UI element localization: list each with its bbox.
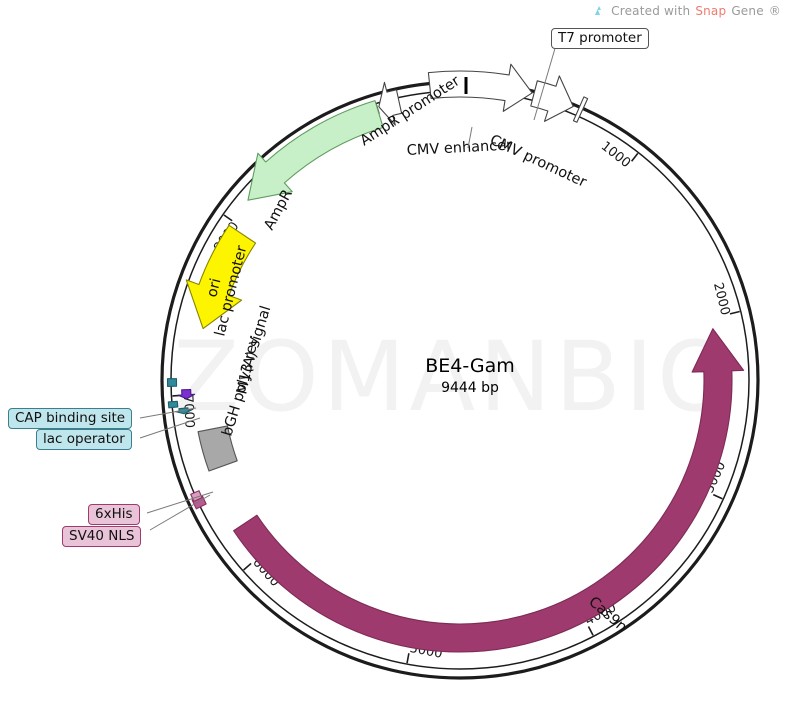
feature-ori[interactable] [185, 224, 257, 330]
label-cmv-enhancer: CMV enhancer [406, 137, 512, 158]
leader-lac-operator [139, 417, 201, 439]
leader-sv40-nls [149, 494, 211, 531]
tick-mark-1000 [630, 152, 639, 162]
snapgene-brand-snap: Snap [695, 4, 727, 18]
snapgene-logo-icon [595, 6, 602, 15]
snapgene-created-text: Created with [611, 4, 691, 18]
leader-cmv-enhancer [467, 126, 473, 149]
callout-t7-promoter[interactable]: T7 promoter [551, 28, 649, 49]
feature-lac-promoter[interactable] [177, 388, 196, 400]
background-watermark-text: ZOMANBIO [173, 321, 736, 433]
tick-label-2000: 2000 [710, 281, 732, 317]
snapgene-registered-mark: ® [768, 4, 781, 18]
feature-ampr[interactable] [247, 100, 384, 201]
feature-t7-promoter[interactable] [572, 96, 589, 123]
callout-lac-operator[interactable]: lac operator [36, 429, 132, 450]
feature-cmv-promoter[interactable] [530, 75, 574, 122]
page-title: BE4-Gam [425, 355, 515, 377]
leader-t7-promoter [533, 44, 557, 121]
callout-sv40-nls[interactable]: SV40 NLS [62, 526, 142, 547]
callout-leader-lines [139, 44, 557, 531]
snapgene-watermark: Created with Snap Gene ® [592, 4, 781, 18]
callout-cap-binding-site[interactable]: CAP binding site [8, 408, 133, 429]
feature-shapes [166, 63, 745, 653]
feature-cas9n[interactable] [233, 328, 745, 653]
leader-cap-binding-site [139, 407, 197, 419]
tick-mark-2000 [729, 310, 740, 315]
feature-cap-binding-site[interactable] [166, 378, 178, 387]
feature-bgh-polya[interactable] [197, 425, 238, 472]
label-cmv-promoter: CMV promoter [487, 132, 588, 191]
tick-mark-8000 [223, 214, 233, 222]
plasmid-size-label: 9444 bp [441, 380, 499, 396]
tick-mark-3000 [712, 493, 723, 500]
feature-cmv-enhancer[interactable] [427, 63, 533, 112]
callout-6xhis[interactable]: 6xHis [88, 504, 140, 525]
leader-6xhis [146, 491, 214, 514]
tick-mark-5000 [406, 653, 410, 664]
feature-ampr-promoter[interactable] [378, 81, 403, 126]
label-ori: ori [204, 277, 224, 299]
tick-mark-6000 [243, 562, 252, 571]
tick-label-1000: 1000 [598, 139, 633, 171]
snapgene-brand-gene: Gene [731, 4, 764, 18]
tick-mark-4000 [587, 626, 594, 636]
feature-lac-operator[interactable] [167, 400, 179, 409]
